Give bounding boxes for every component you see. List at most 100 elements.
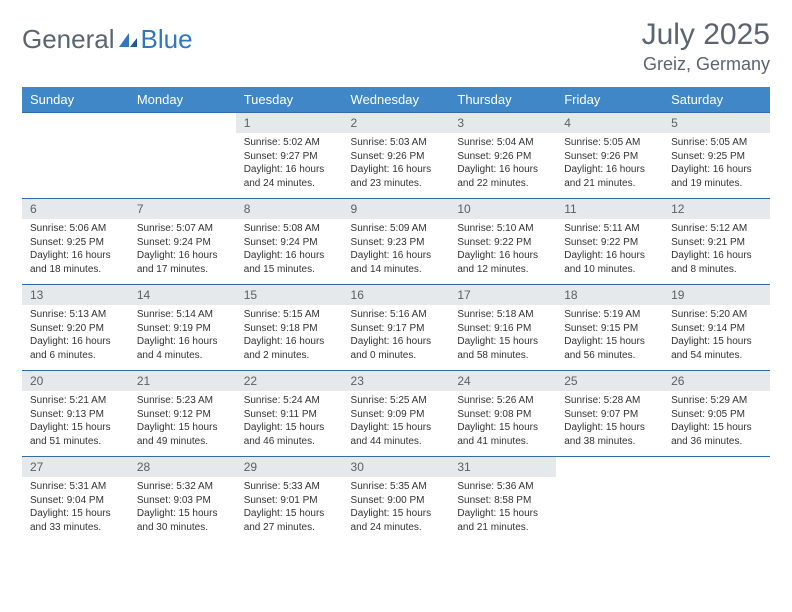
daylight-text-1: Daylight: 16 hours xyxy=(671,249,762,263)
daylight-text-1: Daylight: 16 hours xyxy=(564,163,655,177)
day-number: 7 xyxy=(129,199,236,219)
sunrise-text: Sunrise: 5:11 AM xyxy=(564,222,655,236)
calendar-table: Sunday Monday Tuesday Wednesday Thursday… xyxy=(22,87,770,542)
day-content: Sunrise: 5:29 AMSunset: 9:05 PMDaylight:… xyxy=(663,391,770,456)
day-number: 10 xyxy=(449,199,556,219)
day-number: 4 xyxy=(556,113,663,133)
calendar-day-cell: 10Sunrise: 5:10 AMSunset: 9:22 PMDayligh… xyxy=(449,199,556,285)
sunset-text: Sunset: 9:07 PM xyxy=(564,408,655,422)
day-content: Sunrise: 5:03 AMSunset: 9:26 PMDaylight:… xyxy=(343,133,450,198)
sunset-text: Sunset: 9:23 PM xyxy=(351,236,442,250)
calendar-day-cell: 31Sunrise: 5:36 AMSunset: 8:58 PMDayligh… xyxy=(449,457,556,543)
day-number: 14 xyxy=(129,285,236,305)
day-content: Sunrise: 5:36 AMSunset: 8:58 PMDaylight:… xyxy=(449,477,556,542)
daylight-text-1: Daylight: 16 hours xyxy=(351,335,442,349)
sunrise-text: Sunrise: 5:36 AM xyxy=(457,480,548,494)
header: General Blue July 2025 Greiz, Germany xyxy=(22,18,770,75)
weekday-header: Sunday xyxy=(22,87,129,113)
sunrise-text: Sunrise: 5:14 AM xyxy=(137,308,228,322)
calendar-day-cell: 15Sunrise: 5:15 AMSunset: 9:18 PMDayligh… xyxy=(236,285,343,371)
daylight-text-1: Daylight: 16 hours xyxy=(137,335,228,349)
sunset-text: Sunset: 9:01 PM xyxy=(244,494,335,508)
daylight-text-1: Daylight: 15 hours xyxy=(457,421,548,435)
sunset-text: Sunset: 9:13 PM xyxy=(30,408,121,422)
weekday-header-row: Sunday Monday Tuesday Wednesday Thursday… xyxy=(22,87,770,113)
sunrise-text: Sunrise: 5:23 AM xyxy=(137,394,228,408)
day-number: 25 xyxy=(556,371,663,391)
weekday-header: Friday xyxy=(556,87,663,113)
day-content: Sunrise: 5:04 AMSunset: 9:26 PMDaylight:… xyxy=(449,133,556,198)
daylight-text-2: and 10 minutes. xyxy=(564,263,655,277)
sunset-text: Sunset: 8:58 PM xyxy=(457,494,548,508)
calendar-day-cell: 25Sunrise: 5:28 AMSunset: 9:07 PMDayligh… xyxy=(556,371,663,457)
daylight-text-1: Daylight: 15 hours xyxy=(351,507,442,521)
logo-text-blue: Blue xyxy=(141,24,193,55)
calendar-week-row: 13Sunrise: 5:13 AMSunset: 9:20 PMDayligh… xyxy=(22,285,770,371)
daylight-text-2: and 58 minutes. xyxy=(457,349,548,363)
day-number: 30 xyxy=(343,457,450,477)
daylight-text-2: and 44 minutes. xyxy=(351,435,442,449)
calendar-day-cell: 9Sunrise: 5:09 AMSunset: 9:23 PMDaylight… xyxy=(343,199,450,285)
sunset-text: Sunset: 9:22 PM xyxy=(457,236,548,250)
sunrise-text: Sunrise: 5:10 AM xyxy=(457,222,548,236)
weekday-header: Monday xyxy=(129,87,236,113)
day-number: 5 xyxy=(663,113,770,133)
day-number: 13 xyxy=(22,285,129,305)
daylight-text-2: and 51 minutes. xyxy=(30,435,121,449)
sunset-text: Sunset: 9:24 PM xyxy=(244,236,335,250)
calendar-day-cell: 2Sunrise: 5:03 AMSunset: 9:26 PMDaylight… xyxy=(343,113,450,199)
logo: General Blue xyxy=(22,24,193,55)
day-number: 1 xyxy=(236,113,343,133)
daylight-text-2: and 24 minutes. xyxy=(351,521,442,535)
sunrise-text: Sunrise: 5:06 AM xyxy=(30,222,121,236)
calendar-day-cell: 27Sunrise: 5:31 AMSunset: 9:04 PMDayligh… xyxy=(22,457,129,543)
calendar-day-cell: 17Sunrise: 5:18 AMSunset: 9:16 PMDayligh… xyxy=(449,285,556,371)
calendar-day-cell xyxy=(22,113,129,199)
calendar-day-cell: 26Sunrise: 5:29 AMSunset: 9:05 PMDayligh… xyxy=(663,371,770,457)
day-number: 20 xyxy=(22,371,129,391)
daylight-text-1: Daylight: 16 hours xyxy=(351,163,442,177)
day-number: 6 xyxy=(22,199,129,219)
day-content: Sunrise: 5:08 AMSunset: 9:24 PMDaylight:… xyxy=(236,219,343,284)
day-content: Sunrise: 5:02 AMSunset: 9:27 PMDaylight:… xyxy=(236,133,343,198)
day-content: Sunrise: 5:18 AMSunset: 9:16 PMDaylight:… xyxy=(449,305,556,370)
day-content: Sunrise: 5:31 AMSunset: 9:04 PMDaylight:… xyxy=(22,477,129,542)
calendar-day-cell: 16Sunrise: 5:16 AMSunset: 9:17 PMDayligh… xyxy=(343,285,450,371)
daylight-text-2: and 33 minutes. xyxy=(30,521,121,535)
day-content: Sunrise: 5:28 AMSunset: 9:07 PMDaylight:… xyxy=(556,391,663,456)
sunrise-text: Sunrise: 5:21 AM xyxy=(30,394,121,408)
sunset-text: Sunset: 9:05 PM xyxy=(671,408,762,422)
day-number: 19 xyxy=(663,285,770,305)
calendar-day-cell: 18Sunrise: 5:19 AMSunset: 9:15 PMDayligh… xyxy=(556,285,663,371)
calendar-week-row: 1Sunrise: 5:02 AMSunset: 9:27 PMDaylight… xyxy=(22,113,770,199)
sunset-text: Sunset: 9:14 PM xyxy=(671,322,762,336)
daylight-text-1: Daylight: 15 hours xyxy=(457,335,548,349)
calendar-day-cell: 21Sunrise: 5:23 AMSunset: 9:12 PMDayligh… xyxy=(129,371,236,457)
day-content: Sunrise: 5:25 AMSunset: 9:09 PMDaylight:… xyxy=(343,391,450,456)
sunrise-text: Sunrise: 5:09 AM xyxy=(351,222,442,236)
day-number: 31 xyxy=(449,457,556,477)
day-number: 11 xyxy=(556,199,663,219)
day-number: 15 xyxy=(236,285,343,305)
day-number: 9 xyxy=(343,199,450,219)
day-number: 24 xyxy=(449,371,556,391)
sunrise-text: Sunrise: 5:12 AM xyxy=(671,222,762,236)
daylight-text-1: Daylight: 16 hours xyxy=(244,249,335,263)
sunset-text: Sunset: 9:03 PM xyxy=(137,494,228,508)
sunrise-text: Sunrise: 5:05 AM xyxy=(564,136,655,150)
sunrise-text: Sunrise: 5:02 AM xyxy=(244,136,335,150)
daylight-text-2: and 49 minutes. xyxy=(137,435,228,449)
daylight-text-2: and 15 minutes. xyxy=(244,263,335,277)
sunrise-text: Sunrise: 5:35 AM xyxy=(351,480,442,494)
daylight-text-1: Daylight: 15 hours xyxy=(137,421,228,435)
calendar-day-cell xyxy=(663,457,770,543)
day-content: Sunrise: 5:05 AMSunset: 9:25 PMDaylight:… xyxy=(663,133,770,198)
weekday-header: Tuesday xyxy=(236,87,343,113)
sunrise-text: Sunrise: 5:05 AM xyxy=(671,136,762,150)
day-content: Sunrise: 5:26 AMSunset: 9:08 PMDaylight:… xyxy=(449,391,556,456)
daylight-text-2: and 6 minutes. xyxy=(30,349,121,363)
sunset-text: Sunset: 9:17 PM xyxy=(351,322,442,336)
day-number: 3 xyxy=(449,113,556,133)
day-content: Sunrise: 5:06 AMSunset: 9:25 PMDaylight:… xyxy=(22,219,129,284)
daylight-text-1: Daylight: 16 hours xyxy=(564,249,655,263)
